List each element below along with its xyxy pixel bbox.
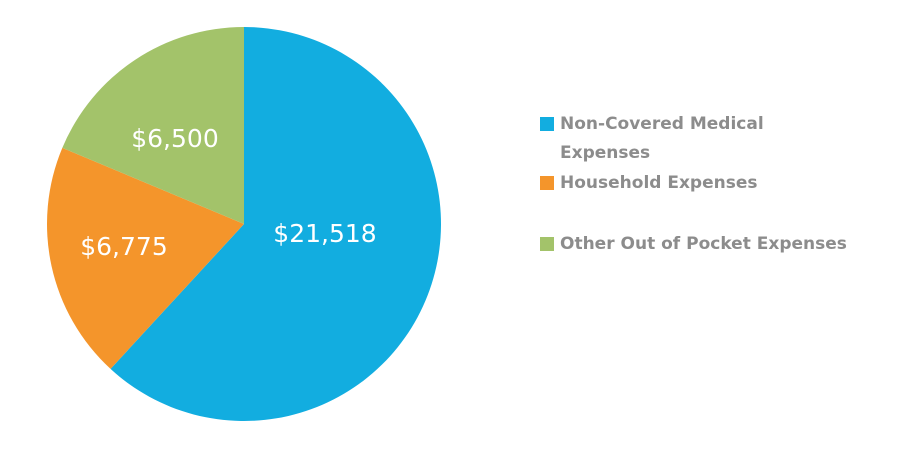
- legend-label: Expenses: [560, 143, 650, 163]
- pie-slice-labels: $21,518 $6,775 $6,500: [80, 124, 376, 261]
- legend-label: Household Expenses: [560, 173, 758, 193]
- pie-slices: [46, 27, 441, 422]
- pie-slice-other-out-of-pocket-expenses: [62, 27, 244, 224]
- legend-label: Non-Covered Medical: [560, 114, 764, 134]
- legend-item-household-expenses: Household Expenses: [540, 173, 758, 193]
- legend-item-other-out-of-pocket-expenses: Other Out of Pocket Expenses: [540, 234, 847, 254]
- slice-label-other-out-of-pocket-expenses: $6,500: [131, 124, 218, 153]
- legend-swatch: [540, 117, 554, 131]
- pie-slice-non-covered-medical-expenses: [110, 27, 441, 422]
- slice-label-non-covered-medical-expenses: $21,518: [273, 219, 376, 248]
- slice-label-household-expenses: $6,775: [80, 232, 167, 261]
- legend-swatch: [540, 237, 554, 251]
- legend-item-non-covered-medical-expenses: Non-Covered Medical Expenses: [540, 114, 764, 163]
- legend: Non-Covered Medical Expenses Household Exp…: [540, 114, 847, 254]
- pie-slice-household-expenses: [46, 147, 245, 369]
- legend-label: Other Out of Pocket Expenses: [560, 234, 847, 254]
- legend-swatch: [540, 176, 554, 190]
